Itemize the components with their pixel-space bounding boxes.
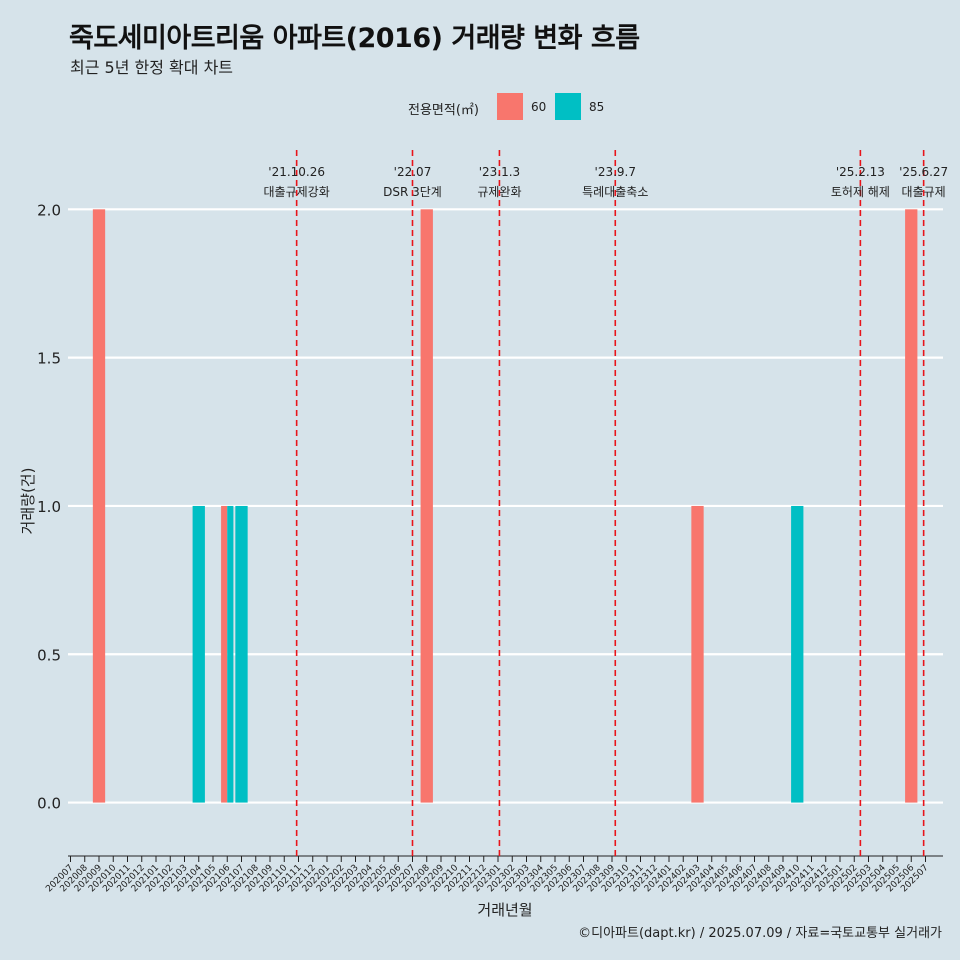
event-date: '23.1.3 xyxy=(479,165,520,179)
legend-title: 전용면적(㎡) xyxy=(408,103,479,118)
event-label: 토허제 해제 xyxy=(831,185,890,199)
bar-60 xyxy=(92,209,106,803)
y-tick-label: 2.0 xyxy=(37,201,61,219)
event-label: 대출규제강화 xyxy=(264,185,330,199)
event-date: '25.2.13 xyxy=(836,165,885,179)
event-label: 특례대출축소 xyxy=(582,185,648,199)
legend-label-60: 60 xyxy=(531,100,547,114)
legend-key-60 xyxy=(497,93,523,120)
bar-85 xyxy=(192,505,205,803)
y-axis-title: 거래량(건) xyxy=(19,468,37,535)
bar-85 xyxy=(235,505,248,803)
event-date: '23.9.7 xyxy=(595,165,636,179)
bar-60 xyxy=(691,505,704,803)
bar-60 xyxy=(420,209,433,803)
bar-85 xyxy=(791,505,804,803)
event-label: DSR 3단계 xyxy=(383,185,442,199)
event-label: 규제완화 xyxy=(477,185,521,199)
chart-subtitle: 최근 5년 한정 확대 차트 xyxy=(70,58,234,77)
legend-label-85: 85 xyxy=(589,100,605,114)
event-label: 대출규제 xyxy=(902,185,946,199)
legend-key-85 xyxy=(555,93,581,120)
event-date: '22.07 xyxy=(394,165,432,179)
y-tick-label: 0.0 xyxy=(37,795,61,813)
chart-title: 죽도세미아트리움 아파트(2016) 거래량 변화 흐름 xyxy=(69,23,640,54)
event-date: '21.10.26 xyxy=(268,165,325,179)
y-tick-label: 0.5 xyxy=(37,646,61,664)
legend: 전용면적(㎡) 60 85 xyxy=(0,92,960,122)
y-tick-label: 1.5 xyxy=(37,350,61,368)
bar-85 xyxy=(227,505,234,803)
event-date: '25.6.27 xyxy=(899,165,948,179)
x-axis-title: 거래년월 xyxy=(477,901,532,919)
bar-60 xyxy=(905,209,918,803)
y-tick-label: 1.0 xyxy=(37,498,61,516)
source-caption: ©디아파트(dapt.kr) / 2025.07.09 / 자료=국토교통부 실… xyxy=(578,926,942,941)
bar-60 xyxy=(221,505,228,803)
